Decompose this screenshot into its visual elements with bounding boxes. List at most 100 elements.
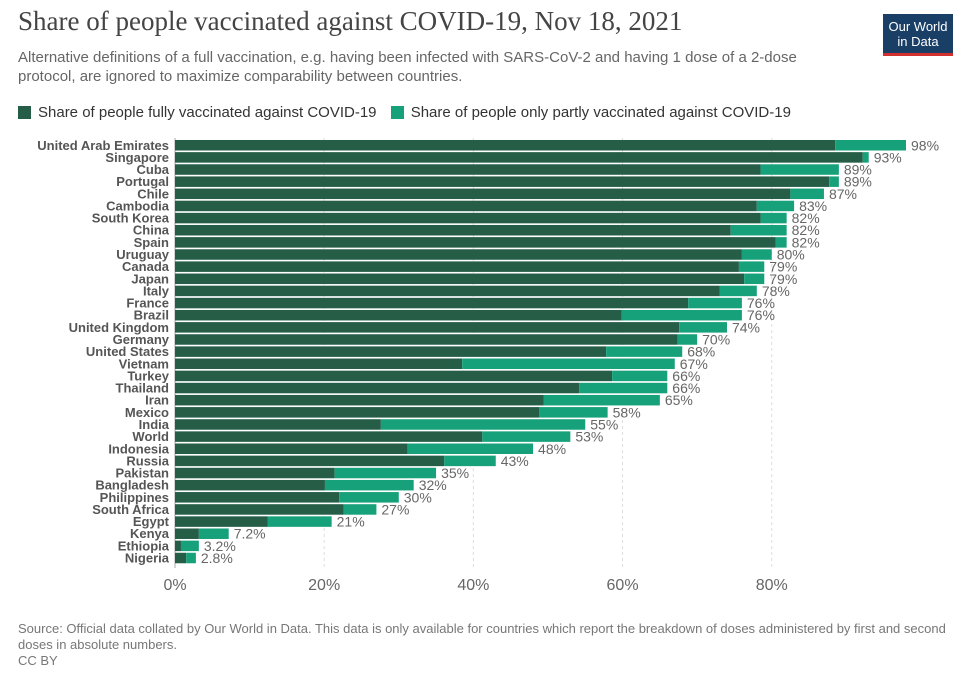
bar-partly	[760, 212, 787, 224]
total-value-label: 27%	[381, 501, 409, 517]
bar-partly	[539, 407, 608, 418]
total-value-label: 80%	[777, 247, 805, 263]
total-value-label: 65%	[665, 392, 693, 408]
total-value-label: 30%	[404, 489, 432, 505]
bar-partly	[835, 140, 906, 151]
category-label: World	[132, 429, 169, 444]
total-value-label: 93%	[874, 149, 902, 165]
category-label: Philippines	[100, 490, 169, 505]
bar-partly	[198, 528, 229, 539]
bar-partly	[719, 285, 757, 297]
bar-fully	[175, 152, 863, 163]
owid-logo[interactable]: Our World in Data	[883, 14, 953, 56]
category-label: Portugal	[116, 174, 169, 189]
category-label: Pakistan	[116, 466, 170, 481]
category-label: Spain	[134, 235, 169, 250]
total-value-label: 35%	[441, 465, 469, 481]
total-value-label: 79%	[769, 259, 797, 275]
logo-line-2: in Data	[897, 34, 939, 49]
bar-fully	[175, 516, 268, 527]
total-value-label: 98%	[911, 137, 939, 153]
bar-partly	[407, 443, 534, 454]
bar-partly	[775, 237, 787, 248]
bar-fully	[175, 309, 622, 321]
total-value-label: 43%	[501, 453, 529, 469]
bar-fully	[175, 224, 731, 236]
category-label: Vietnam	[119, 356, 169, 371]
bar-fully	[175, 540, 181, 552]
category-label: Brazil	[134, 308, 169, 323]
bar-partly	[738, 261, 765, 272]
bar-fully	[175, 382, 580, 394]
bar-partly	[606, 346, 683, 357]
bar-partly	[482, 431, 571, 442]
total-value-label: 68%	[687, 344, 715, 360]
total-value-label: 82%	[792, 234, 820, 250]
bar-fully	[175, 297, 689, 309]
bar-partly	[744, 273, 765, 285]
bar-partly	[343, 504, 377, 515]
bar-fully	[175, 479, 325, 491]
category-label: Iran	[145, 393, 169, 408]
total-value-label: 70%	[702, 331, 730, 347]
legend-label-fully: Share of people fully vaccinated against…	[38, 104, 377, 121]
category-label: Chile	[137, 186, 169, 201]
bar-partly	[790, 188, 824, 200]
total-value-label: 82%	[792, 210, 820, 226]
bar-fully	[175, 467, 335, 479]
bar-fully	[175, 528, 199, 539]
total-value-label: 78%	[762, 283, 790, 299]
bar-partly	[444, 455, 496, 467]
legend-item-partly[interactable]: Share of people only partly vaccinated a…	[390, 104, 791, 121]
bar-fully	[175, 212, 761, 224]
bar-fully	[175, 176, 830, 187]
category-label: United Arab Emirates	[37, 138, 169, 153]
legend-label-partly: Share of people only partly vaccinated a…	[410, 104, 791, 121]
bar-fully	[175, 200, 757, 212]
bar-partly	[324, 479, 414, 491]
chart-title: Share of people vaccinated against COVID…	[18, 6, 683, 36]
category-label: India	[139, 417, 170, 432]
total-value-label: 82%	[792, 222, 820, 238]
total-value-label: 83%	[799, 198, 827, 214]
x-tick-label: 60%	[607, 577, 639, 594]
bar-partly	[862, 152, 869, 163]
bar-fully	[175, 358, 463, 370]
x-tick-label: 20%	[308, 577, 340, 594]
bar-partly	[579, 382, 668, 394]
bar-fully	[175, 443, 408, 454]
bar-partly	[741, 249, 772, 260]
legend-item-fully[interactable]: Share of people fully vaccinated against…	[18, 104, 377, 121]
bar-fully	[175, 188, 791, 200]
total-value-label: 66%	[672, 380, 700, 396]
total-value-label: 21%	[337, 514, 365, 530]
total-value-label: 76%	[747, 307, 775, 323]
x-tick-label: 0%	[163, 577, 186, 594]
category-label: United States	[86, 344, 169, 359]
x-tick-label: 40%	[457, 577, 489, 594]
bar-fully	[175, 504, 344, 515]
bar-fully	[175, 164, 761, 175]
bar-fully	[175, 394, 544, 406]
total-value-label: 66%	[672, 368, 700, 384]
bar-fully	[175, 249, 742, 260]
bar-fully	[175, 370, 613, 382]
bar-fully	[175, 431, 483, 442]
bar-partly	[186, 552, 196, 564]
bar-fully	[175, 552, 187, 564]
category-label: Thailand	[116, 381, 170, 396]
total-value-label: 67%	[680, 356, 708, 372]
chart-subtitle: Alternative definitions of a full vaccin…	[18, 49, 797, 85]
chart-legend: Share of people fully vaccinated against…	[18, 104, 801, 123]
total-value-label: 7.2%	[234, 526, 266, 542]
bar-partly	[180, 540, 199, 552]
bar-partly	[267, 516, 332, 527]
total-value-label: 2.8%	[201, 550, 233, 566]
category-label: France	[126, 296, 169, 311]
bar-partly	[612, 370, 668, 382]
total-value-label: 89%	[844, 162, 872, 178]
bar-partly	[543, 394, 660, 406]
bar-partly	[334, 467, 437, 479]
legend-swatch-partly	[390, 106, 404, 119]
category-label: Italy	[143, 283, 170, 298]
